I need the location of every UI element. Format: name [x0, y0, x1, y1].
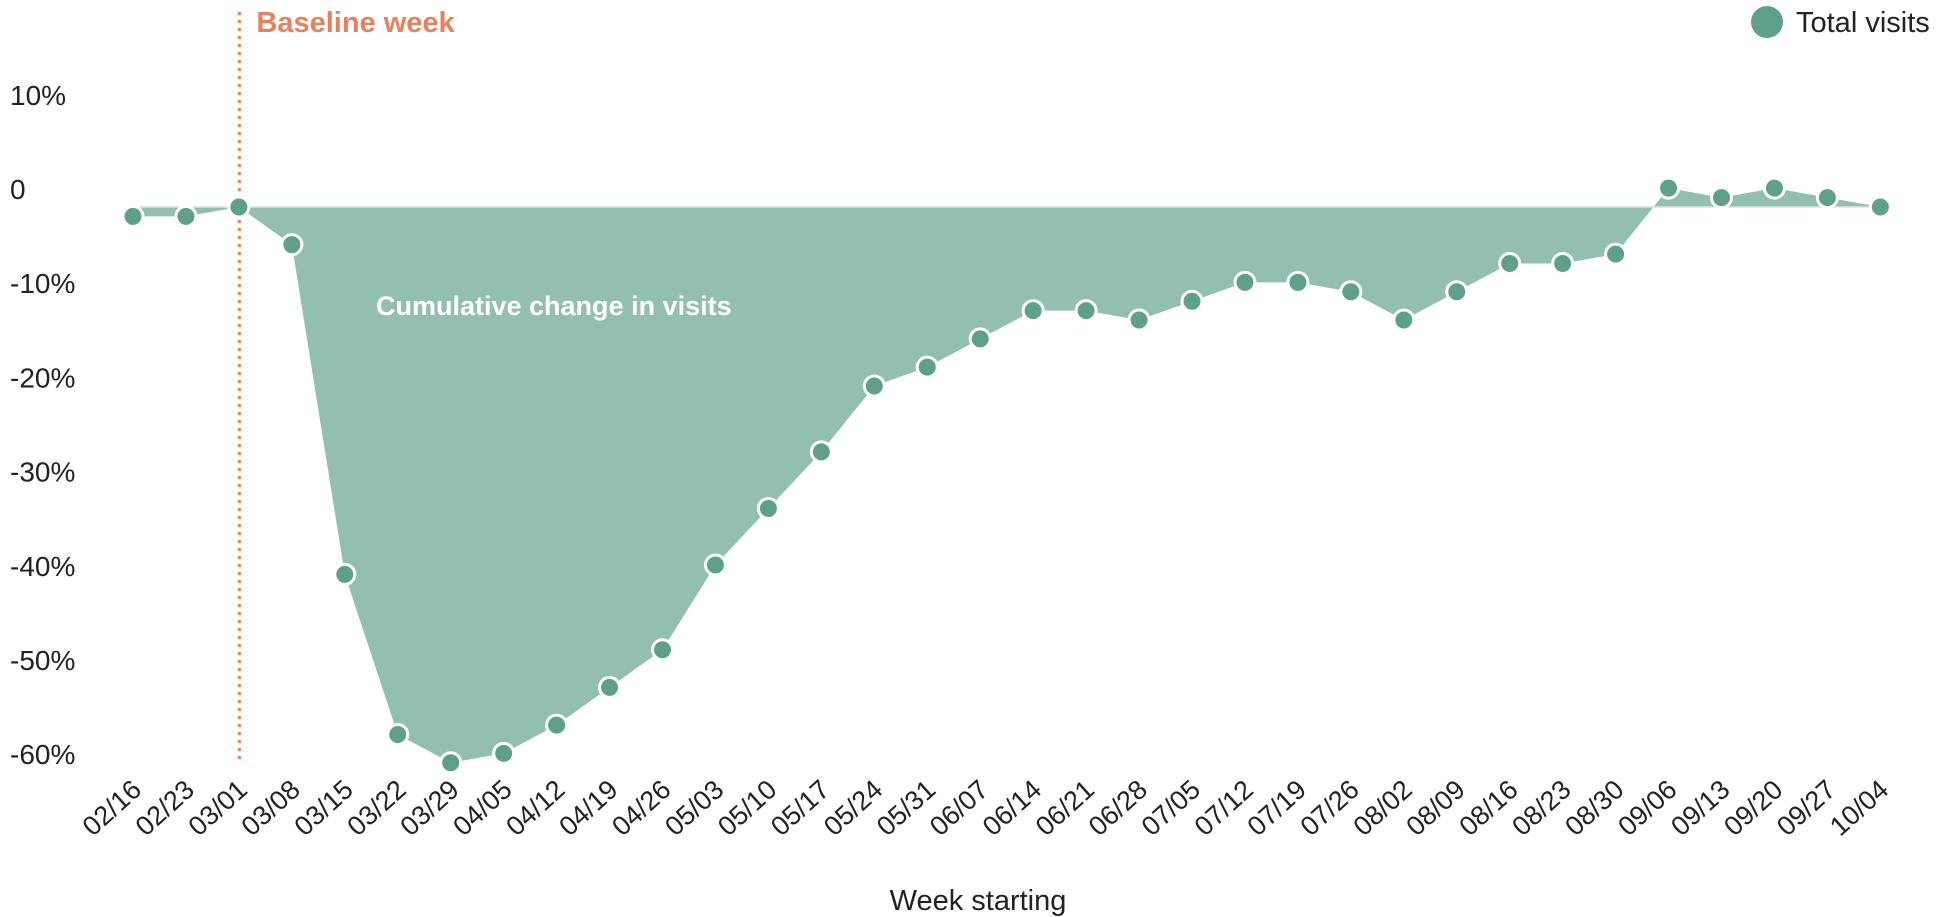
data-point [1339, 280, 1363, 304]
data-point [121, 204, 145, 228]
data-point [1710, 186, 1733, 210]
area-annotation: Cumulative change in visits [376, 291, 732, 321]
x-tick-label: 07/05 [1136, 774, 1206, 842]
y-tick-label: 0 [10, 174, 26, 205]
x-tick-label: 03/22 [341, 774, 411, 842]
data-point [174, 204, 198, 228]
legend-marker [1751, 6, 1783, 38]
x-tick-label: 03/15 [289, 774, 359, 842]
x-tick-label: 09/06 [1612, 774, 1682, 842]
x-tick-label: 09/13 [1665, 774, 1735, 842]
x-tick-label: 09/27 [1771, 774, 1841, 842]
y-tick-label: -10% [10, 268, 75, 299]
data-point [1021, 299, 1045, 323]
x-tick-label: 07/12 [1189, 774, 1259, 842]
y-tick-label: -50% [10, 645, 75, 676]
x-tick-label: 09/20 [1718, 774, 1788, 842]
area-layer [133, 188, 1881, 763]
data-point [386, 723, 410, 747]
data-point [1233, 270, 1257, 294]
y-tick-label: -60% [10, 739, 75, 770]
y-tick-label: -20% [10, 362, 75, 393]
x-tick-label: 05/17 [765, 774, 835, 842]
x-tick-label: 08/16 [1453, 774, 1523, 842]
data-point [756, 496, 780, 520]
x-tick-label: 03/01 [183, 774, 253, 842]
x-axis: 02/1602/2303/0103/0803/1503/2203/2904/05… [77, 774, 1895, 842]
x-tick-label: 07/26 [1295, 774, 1365, 842]
x-tick-label: 04/26 [606, 774, 676, 842]
x-tick-label: 05/10 [712, 774, 782, 842]
data-point [1392, 308, 1416, 332]
data-point [1762, 176, 1786, 200]
data-point [1815, 186, 1839, 210]
data-point [1074, 299, 1098, 323]
points-layer [121, 176, 1892, 775]
x-tick-label: 07/19 [1242, 774, 1312, 842]
data-point [1286, 270, 1310, 294]
data-point [915, 355, 939, 379]
x-tick-label: 06/14 [977, 774, 1047, 842]
x-tick-label: 02/23 [130, 774, 200, 842]
data-point [1127, 308, 1151, 332]
data-point [968, 327, 992, 351]
data-point [439, 751, 463, 775]
x-tick-label: 05/24 [818, 774, 888, 842]
x-tick-label: 02/16 [77, 774, 147, 842]
x-tick-label: 06/21 [1030, 774, 1100, 842]
x-tick-label: 08/30 [1559, 774, 1629, 842]
x-tick-label: 04/05 [447, 774, 517, 842]
data-point [545, 713, 569, 737]
data-point [1657, 176, 1681, 200]
x-tick-label: 04/12 [500, 774, 570, 842]
y-tick-label: -40% [10, 551, 75, 582]
x-axis-title: Week starting [890, 885, 1067, 917]
x-tick-label: 10/04 [1824, 774, 1894, 842]
data-point [333, 562, 357, 586]
data-point [1604, 242, 1628, 266]
baseline-label: Baseline week [256, 7, 455, 39]
x-tick-label: 08/09 [1400, 774, 1470, 842]
x-tick-label: 06/07 [924, 774, 994, 842]
legend-label: Total visits [1796, 7, 1930, 39]
x-tick-label: 03/29 [394, 774, 464, 842]
baseline-layer: Baseline week [237, 7, 456, 760]
x-tick-label: 06/28 [1083, 774, 1153, 842]
y-tick-label: 10% [10, 80, 66, 111]
cumulative-change-area [133, 188, 1881, 763]
data-point [1868, 195, 1892, 219]
data-point [1551, 252, 1575, 276]
data-point [703, 553, 727, 577]
y-tick-label: -30% [10, 457, 75, 488]
x-tick-label: 04/19 [553, 774, 623, 842]
x-tick-label: 08/02 [1348, 774, 1418, 842]
x-tick-label: 05/31 [871, 774, 941, 842]
data-point [862, 374, 886, 398]
x-tick-label: 05/03 [659, 774, 729, 842]
x-tick-label: 08/23 [1506, 774, 1576, 842]
data-point [280, 233, 304, 257]
data-point [492, 741, 516, 765]
data-point [598, 675, 622, 699]
data-point [1445, 280, 1469, 304]
data-point [1498, 252, 1522, 276]
data-point [809, 440, 833, 464]
data-point [227, 195, 251, 219]
legend: Total visits [1751, 6, 1930, 39]
y-axis: 10% 0 -10% -20% -30% -40% -50% -60% [10, 80, 75, 770]
x-tick-label: 03/08 [236, 774, 306, 842]
data-point [1180, 289, 1204, 313]
data-point [651, 638, 674, 662]
